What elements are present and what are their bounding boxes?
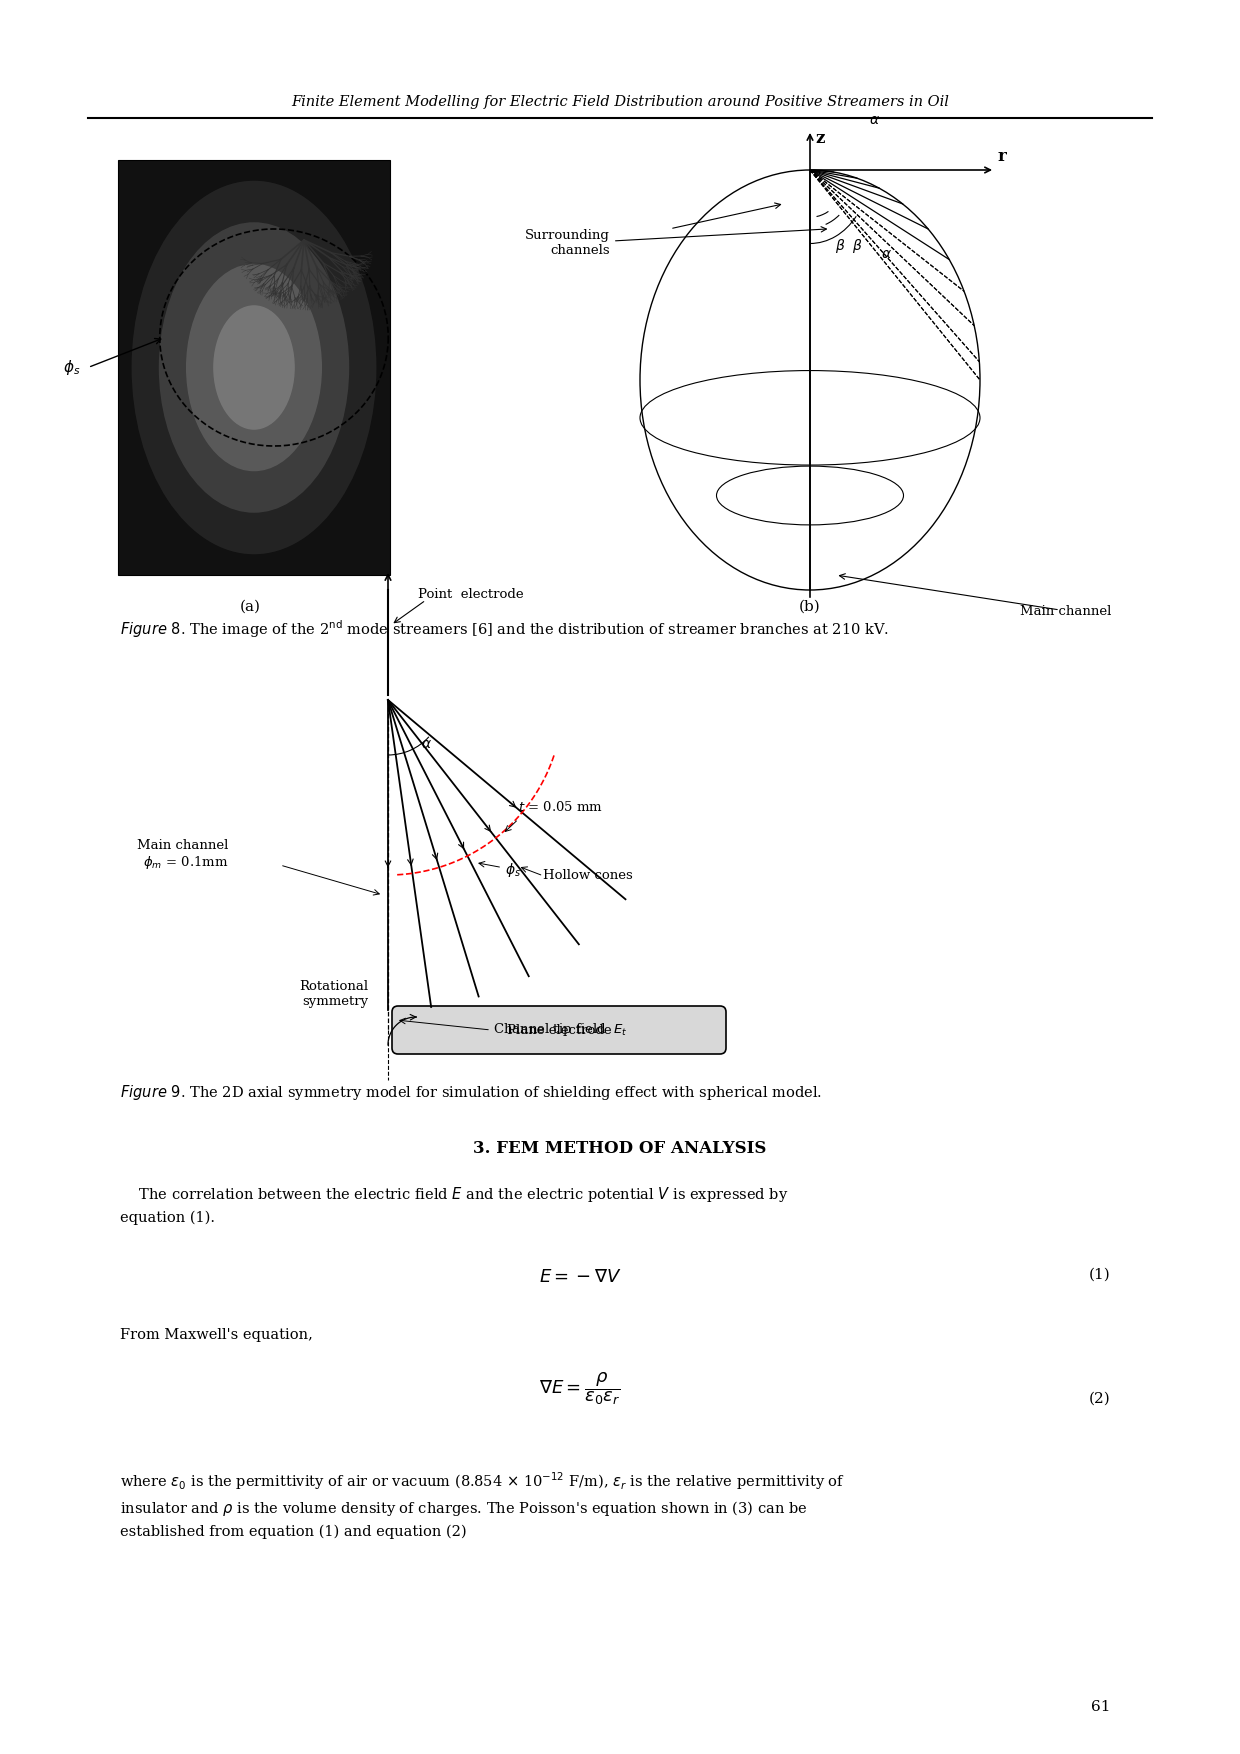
Text: $\alpha$: $\alpha$ — [869, 112, 880, 126]
Text: Point  electrode: Point electrode — [418, 589, 523, 602]
Ellipse shape — [186, 263, 322, 472]
Text: $\alpha$: $\alpha$ — [420, 737, 432, 751]
Text: Main channel: Main channel — [1021, 605, 1111, 617]
Text: z: z — [815, 130, 825, 147]
Text: $t$ = 0.05 mm: $t$ = 0.05 mm — [518, 800, 604, 814]
Text: $\it{Figure\ 8}$. The image of the 2$^{\rm nd}$ mode streamers [6] and the distr: $\it{Figure\ 8}$. The image of the 2$^{\… — [120, 617, 889, 640]
Text: Main channel
$\phi_m$ = 0.1mm: Main channel $\phi_m$ = 0.1mm — [136, 838, 228, 872]
Text: Plane electrode: Plane electrode — [507, 1024, 611, 1037]
FancyBboxPatch shape — [392, 1007, 725, 1054]
Text: $\phi_s$: $\phi_s$ — [505, 861, 521, 879]
Text: $\beta$: $\beta$ — [852, 237, 863, 254]
Text: $\it{Figure\ 9}$. The 2D axial symmetry model for simulation of shielding effect: $\it{Figure\ 9}$. The 2D axial symmetry … — [120, 1082, 822, 1102]
Text: (a): (a) — [239, 600, 260, 614]
Text: $\nabla E = \dfrac{\rho}{\varepsilon_0 \varepsilon_r}$: $\nabla E = \dfrac{\rho}{\varepsilon_0 \… — [539, 1370, 621, 1407]
Text: Hollow cones: Hollow cones — [543, 870, 634, 882]
Text: $\alpha$: $\alpha$ — [882, 247, 892, 261]
Text: (b): (b) — [799, 600, 821, 614]
Text: (2): (2) — [1089, 1393, 1110, 1407]
Text: Surrounding
channels: Surrounding channels — [525, 226, 826, 258]
Text: $\phi_s$: $\phi_s$ — [63, 358, 81, 377]
Text: r: r — [998, 147, 1007, 165]
Text: Channel tip field  $E_t$: Channel tip field $E_t$ — [494, 1021, 627, 1038]
Text: From Maxwell's equation,: From Maxwell's equation, — [120, 1328, 312, 1342]
Text: $E = -\nabla V$: $E = -\nabla V$ — [538, 1268, 621, 1286]
Text: Finite Element Modelling for Electric Field Distribution around Positive Streame: Finite Element Modelling for Electric Fi… — [291, 95, 949, 109]
Text: 61: 61 — [1090, 1700, 1110, 1714]
Bar — [118, 160, 391, 575]
Text: The correlation between the electric field $E$ and the electric potential $V$ is: The correlation between the electric fie… — [120, 1186, 789, 1224]
Text: Rotational
symmetry: Rotational symmetry — [299, 980, 368, 1009]
Ellipse shape — [213, 305, 295, 430]
Text: (1): (1) — [1089, 1268, 1110, 1282]
Text: where $\varepsilon_0$ is the permittivity of air or vacuum (8.854 $\times$ 10$^{: where $\varepsilon_0$ is the permittivit… — [120, 1470, 844, 1538]
Text: $\beta$: $\beta$ — [836, 237, 846, 254]
Ellipse shape — [159, 223, 350, 512]
Text: 3. FEM METHOD OF ANALYSIS: 3. FEM METHOD OF ANALYSIS — [474, 1140, 766, 1158]
Ellipse shape — [131, 181, 377, 554]
